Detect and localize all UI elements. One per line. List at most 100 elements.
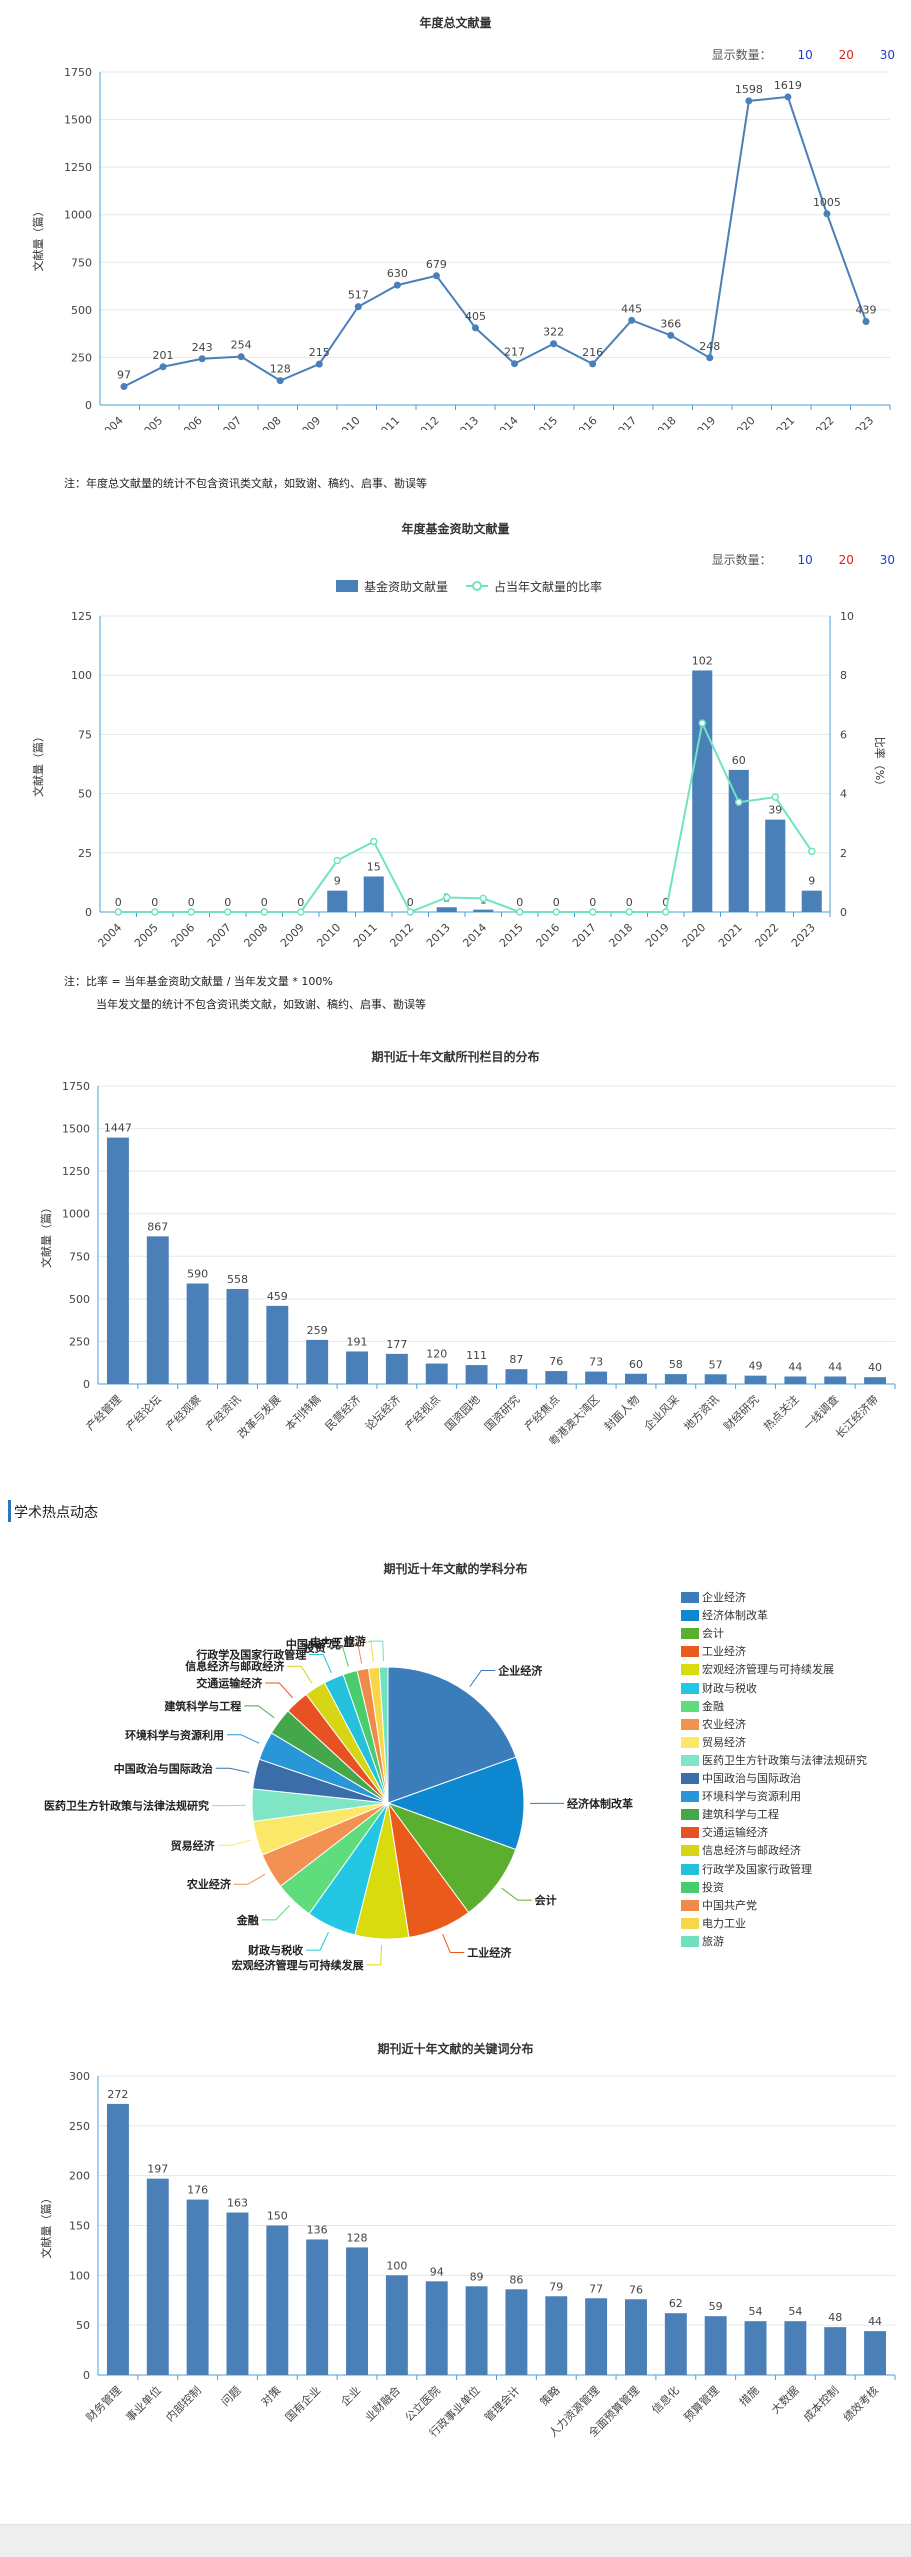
ratio-point: [225, 909, 231, 915]
legend-swatch: [681, 1664, 699, 1675]
bar: [473, 910, 493, 912]
pie-legend-item[interactable]: 医药卫生方针政策与法律法规研究: [681, 1752, 867, 1768]
legend-label: 工业经济: [702, 1645, 746, 1658]
ratio-point: [626, 909, 632, 915]
pie-legend-item[interactable]: 贸易经济: [681, 1734, 746, 1750]
x-tick-label: 内部控制: [163, 2383, 204, 2424]
data-label: 97: [117, 369, 131, 382]
pie-label-leader: [367, 1945, 382, 1965]
y2-tick-label: 10: [840, 610, 854, 623]
x-tick-label: 预算管理: [681, 2383, 722, 2424]
pie-legend-item[interactable]: 中国共产党: [681, 1897, 757, 1913]
data-point: [784, 93, 791, 100]
data-point: [589, 360, 596, 367]
data-label: 54: [788, 2305, 802, 2318]
x-tick-label: 2018: [606, 921, 635, 950]
data-label: 102: [692, 654, 713, 667]
pie-legend-item[interactable]: 宏观经济管理与可持续发展: [681, 1661, 834, 1677]
annual-note: 注：年度总文献量的统计不包含资讯类文献，如致谢、稿约、启事、勘误等: [64, 472, 427, 495]
bar: [625, 2299, 647, 2375]
count-option-10[interactable]: 10: [798, 553, 813, 567]
y-tick-label: 50: [76, 2319, 90, 2332]
data-label: 150: [267, 2210, 288, 2223]
data-label: 128: [347, 2231, 368, 2244]
bar: [705, 1374, 727, 1384]
pie-legend-item[interactable]: 建筑科学与工程: [681, 1806, 779, 1822]
x-tick-label: 2019: [689, 414, 718, 430]
data-point: [745, 97, 752, 104]
data-label: 176: [187, 2184, 208, 2197]
x-tick-label: 一线调查: [800, 1392, 841, 1433]
column-bar-chart: 02505007501000125015001750文献量（篇）产经管理产经论坛…: [0, 1070, 911, 1460]
bar: [466, 2286, 488, 2375]
pie-legend-item[interactable]: 信息经济与邮政经济: [681, 1842, 801, 1858]
x-tick-label: 封面人物: [601, 1392, 642, 1433]
data-point: [511, 360, 518, 367]
pie-label-leader: [262, 1905, 290, 1919]
data-label: 215: [309, 346, 330, 359]
data-label: 40: [868, 1361, 882, 1374]
pie-legend-item[interactable]: 交通运输经济: [681, 1824, 768, 1840]
count-option-30[interactable]: 30: [880, 553, 895, 567]
pie-legend-item[interactable]: 旅游: [681, 1933, 724, 1949]
x-tick-label: 2020: [679, 921, 708, 950]
pie-legend-item[interactable]: 财政与税收: [681, 1680, 757, 1696]
bar: [625, 1374, 647, 1384]
bar: [665, 2313, 687, 2375]
pie-legend-item[interactable]: 经济体制改革: [681, 1607, 768, 1623]
legend-swatch: [681, 1809, 699, 1820]
data-label: 111: [466, 1349, 487, 1362]
x-tick-label: 2012: [413, 414, 442, 430]
data-label: 322: [543, 326, 564, 339]
pie-legend-item[interactable]: 环境科学与资源利用: [681, 1788, 801, 1804]
count-option-20[interactable]: 20: [839, 553, 854, 567]
x-tick-label: 对策: [258, 2383, 283, 2408]
display-count-label: 显示数量：: [712, 553, 772, 567]
legend-label: 会计: [702, 1627, 724, 1640]
y-tick-label: 25: [78, 847, 92, 860]
bar: [665, 1374, 687, 1384]
pie-legend-item[interactable]: 投资: [681, 1879, 724, 1895]
y-axis-label: 文献量（篇）: [31, 731, 45, 797]
x-tick-label: 管理会计: [482, 2383, 523, 2424]
x-tick-label: 产经焦点: [521, 1392, 562, 1433]
data-point: [121, 383, 128, 390]
ratio-point: [444, 894, 450, 900]
data-label: 0: [261, 896, 268, 909]
y-tick-label: 1750: [64, 66, 92, 79]
y-tick-label: 0: [85, 906, 92, 919]
data-label: 44: [828, 1361, 842, 1374]
data-label: 49: [749, 1360, 763, 1373]
bar: [364, 876, 384, 912]
pie-legend-item[interactable]: 会计: [681, 1625, 724, 1641]
legend-label: 基金资助文献量: [364, 579, 448, 594]
data-label: 272: [107, 2088, 128, 2101]
pie-legend-item[interactable]: 农业经济: [681, 1716, 746, 1732]
legend-label: 企业经济: [702, 1591, 746, 1604]
pie-legend-item[interactable]: 电力工业: [681, 1915, 746, 1931]
x-tick-label: 国资研究: [482, 1392, 523, 1433]
pie-legend-item[interactable]: 工业经济: [681, 1643, 746, 1659]
pie-legend-item[interactable]: 企业经济: [681, 1589, 746, 1605]
data-label: 201: [153, 349, 174, 362]
x-tick-label: 2020: [729, 414, 758, 430]
y-tick-label: 1250: [62, 1165, 90, 1178]
pie-label: 医药卫生方针政策与法律法规研究: [44, 1799, 209, 1813]
bar: [765, 820, 785, 912]
legend-label: 金融: [702, 1700, 724, 1713]
pie-legend-item[interactable]: 中国政治与国际政治: [681, 1770, 801, 1786]
x-tick-label: 2011: [373, 414, 402, 430]
legend-swatch: [681, 1755, 699, 1766]
pie-legend-item[interactable]: 金融: [681, 1698, 724, 1714]
data-point: [355, 303, 362, 310]
x-tick-label: 2012: [387, 921, 416, 950]
x-tick-label: 信息化: [649, 2383, 682, 2416]
pie-legend-item[interactable]: 行政学及国家行政管理: [681, 1861, 812, 1877]
legend-swatch-marker: [473, 582, 481, 590]
legend-swatch: [681, 1773, 699, 1784]
data-label: 9: [808, 875, 815, 888]
fund-note-line2: 当年发文量的统计不包含资讯类文献，如致谢、稿约、启事、勘误等: [64, 993, 426, 1016]
pie-label: 贸易经济: [171, 1838, 216, 1852]
data-label: 0: [115, 896, 122, 909]
data-label: 86: [509, 2273, 523, 2286]
